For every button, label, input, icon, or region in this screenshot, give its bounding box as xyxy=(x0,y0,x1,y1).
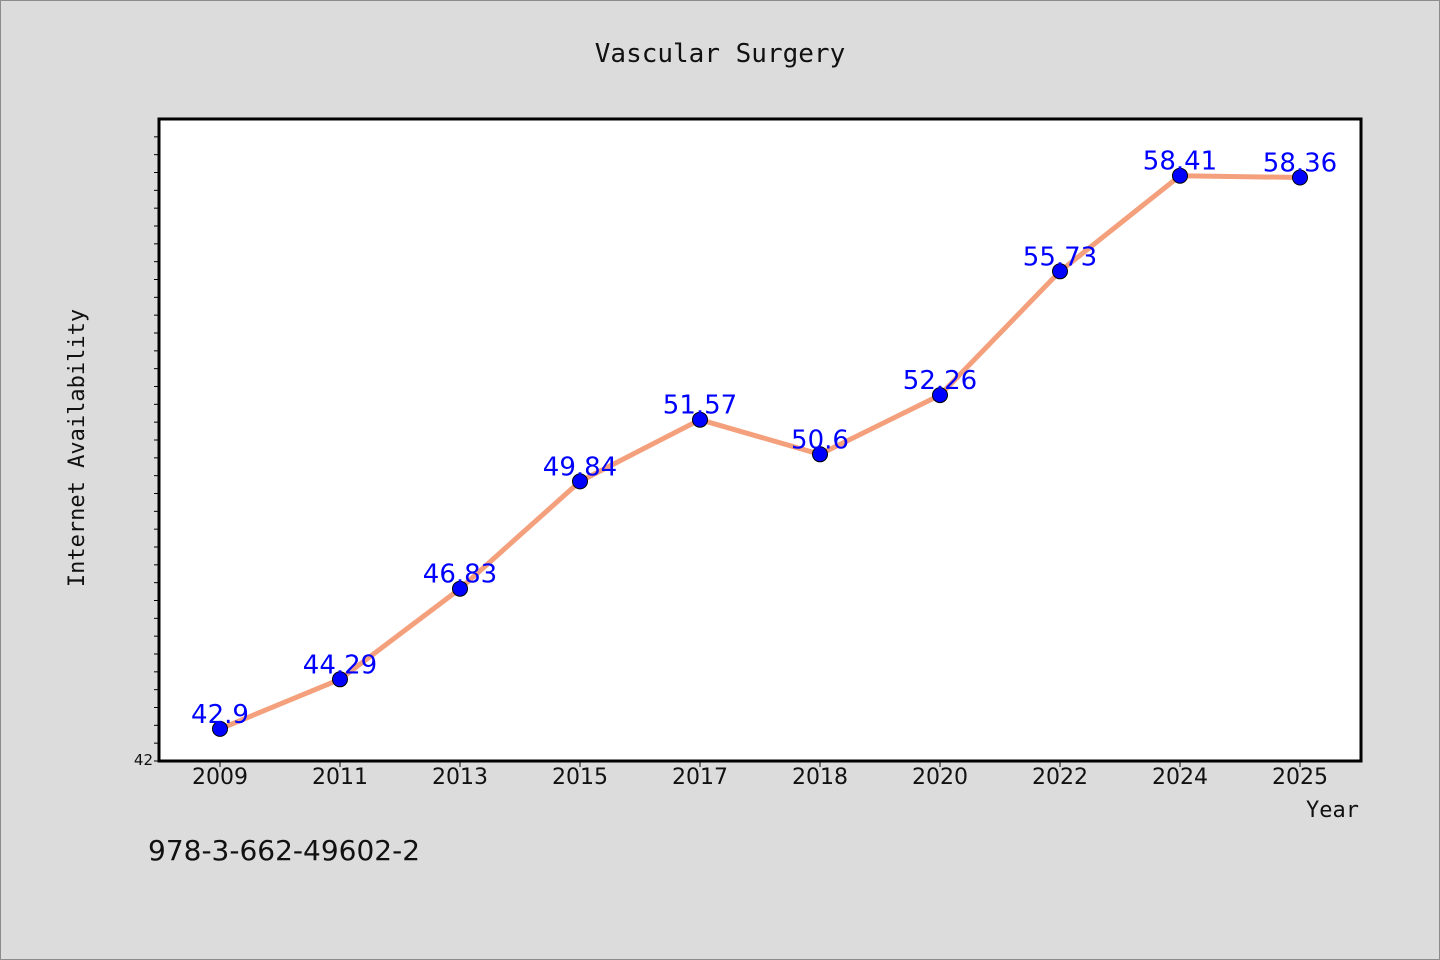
x-tick-label: 2022 xyxy=(1032,765,1088,790)
data-label: 50.6 xyxy=(791,425,849,455)
x-axis-label: Year xyxy=(1306,798,1359,823)
data-point xyxy=(812,446,828,463)
x-tick-label: 2025 xyxy=(1272,765,1328,790)
data-label: 55.73 xyxy=(1023,242,1097,272)
x-tick-label: 2015 xyxy=(552,765,608,790)
x-tick-label: 2018 xyxy=(792,765,848,790)
data-label: 44.29 xyxy=(303,650,377,680)
data-point xyxy=(1052,263,1068,280)
x-tick-label: 2017 xyxy=(672,765,728,790)
y-axis-label: Internet Availability xyxy=(65,309,90,587)
data-label: 58.36 xyxy=(1263,149,1337,179)
x-tick-label: 2013 xyxy=(432,765,488,790)
data-label: 49.84 xyxy=(543,452,617,482)
data-point xyxy=(332,671,348,688)
plot-area xyxy=(157,117,1363,763)
series-line xyxy=(217,173,1303,732)
x-tick-label: 2009 xyxy=(192,765,248,790)
data-point xyxy=(572,473,588,490)
data-point xyxy=(932,387,948,404)
x-tick-label: 2020 xyxy=(912,765,968,790)
data-label: 51.57 xyxy=(663,391,737,421)
x-axis: 2009 2011 2013 2015 2017 2018 2020 2022 2024 2025 xyxy=(192,761,1328,790)
data-point xyxy=(1172,167,1188,184)
chart-title: Vascular Surgery xyxy=(595,39,845,69)
y-axis: 42 xyxy=(134,136,159,769)
x-tick-label: 2024 xyxy=(1152,765,1208,790)
data-label: 42.9 xyxy=(191,700,249,730)
data-markers xyxy=(212,167,1308,737)
data-point xyxy=(692,411,708,428)
data-label: 46.83 xyxy=(423,560,497,590)
data-label: 52.26 xyxy=(903,366,977,396)
data-labels: 42.9 44.29 46.83 49.84 51.57 50.6 52.26 55.73 58… xyxy=(191,147,1337,730)
y-tick-label: 42 xyxy=(134,751,153,769)
data-point xyxy=(452,580,468,597)
footnote-isbn: 978-3-662-49602-2 xyxy=(148,834,421,867)
data-point xyxy=(212,720,228,737)
data-label: 58.41 xyxy=(1143,147,1217,177)
data-point xyxy=(1292,169,1308,186)
x-tick-label: 2011 xyxy=(312,765,368,790)
